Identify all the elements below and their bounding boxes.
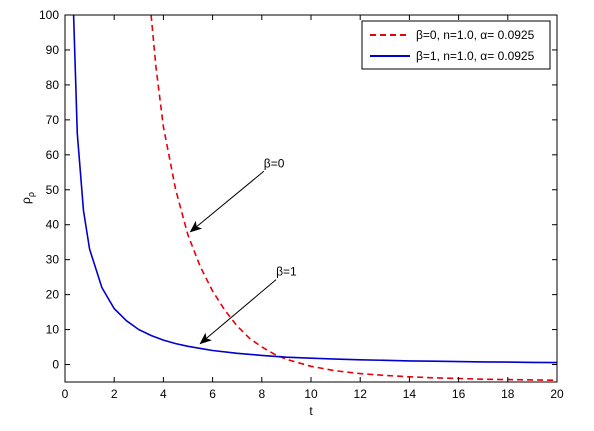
y-axis-ticks: 0 10 20 30 40 50 60 70 80 90 100 (39, 8, 557, 372)
x-tick-label: 6 (209, 387, 216, 401)
x-tick-label: 0 (62, 387, 69, 401)
plot-background (65, 15, 557, 382)
legend-entry-series-1: β=0, n=1.0, α= 0.0925 (416, 28, 535, 42)
annotation-arrow-1 (189, 170, 265, 233)
x-tick-label: 14 (403, 387, 417, 401)
x-tick-label: 2 (111, 387, 118, 401)
y-axis-label-sub: ρ (26, 192, 36, 197)
y-tick-label: 20 (46, 288, 60, 302)
y-tick-label: 10 (46, 323, 60, 337)
annotation-layer: β=0 β=1 (189, 156, 297, 345)
x-tick-label: 20 (550, 387, 564, 401)
annotation-label-1: β=0 (264, 156, 285, 170)
x-tick-label: 10 (304, 387, 318, 401)
y-tick-label: 50 (46, 183, 60, 197)
y-tick-label: 100 (39, 8, 59, 22)
legend-box (361, 20, 551, 70)
y-axis-label: ρρ (19, 192, 36, 204)
x-tick-label: 16 (452, 387, 466, 401)
series-line-2 (72, 15, 557, 364)
legend: β=0, n=1.0, α= 0.0925 β=1, n=1.0, α= 0.0… (361, 20, 551, 70)
y-axis-label-main: ρ (19, 197, 33, 204)
x-tick-label: 4 (160, 387, 167, 401)
y-axis-label-group: ρρ (19, 192, 36, 204)
legend-entry-series-2: β=1, n=1.0, α= 0.0925 (416, 49, 535, 63)
x-tick-label: 8 (258, 387, 265, 401)
y-tick-label: 60 (46, 148, 60, 162)
y-tick-label: 30 (46, 253, 60, 267)
annotation-arrow-2 (199, 279, 277, 345)
x-tick-label: 18 (501, 387, 515, 401)
y-tick-label: 70 (46, 113, 60, 127)
y-tick-label: 90 (46, 43, 60, 57)
y-tick-label: 40 (46, 218, 60, 232)
x-axis-label: t (309, 404, 313, 418)
y-tick-label: 0 (52, 358, 59, 372)
annotation-label-2: β=1 (276, 265, 297, 279)
x-tick-label: 12 (354, 387, 368, 401)
x-axis-ticks: 0 2 4 6 8 10 12 14 16 18 20 (62, 15, 564, 401)
y-tick-label: 80 (46, 78, 60, 92)
